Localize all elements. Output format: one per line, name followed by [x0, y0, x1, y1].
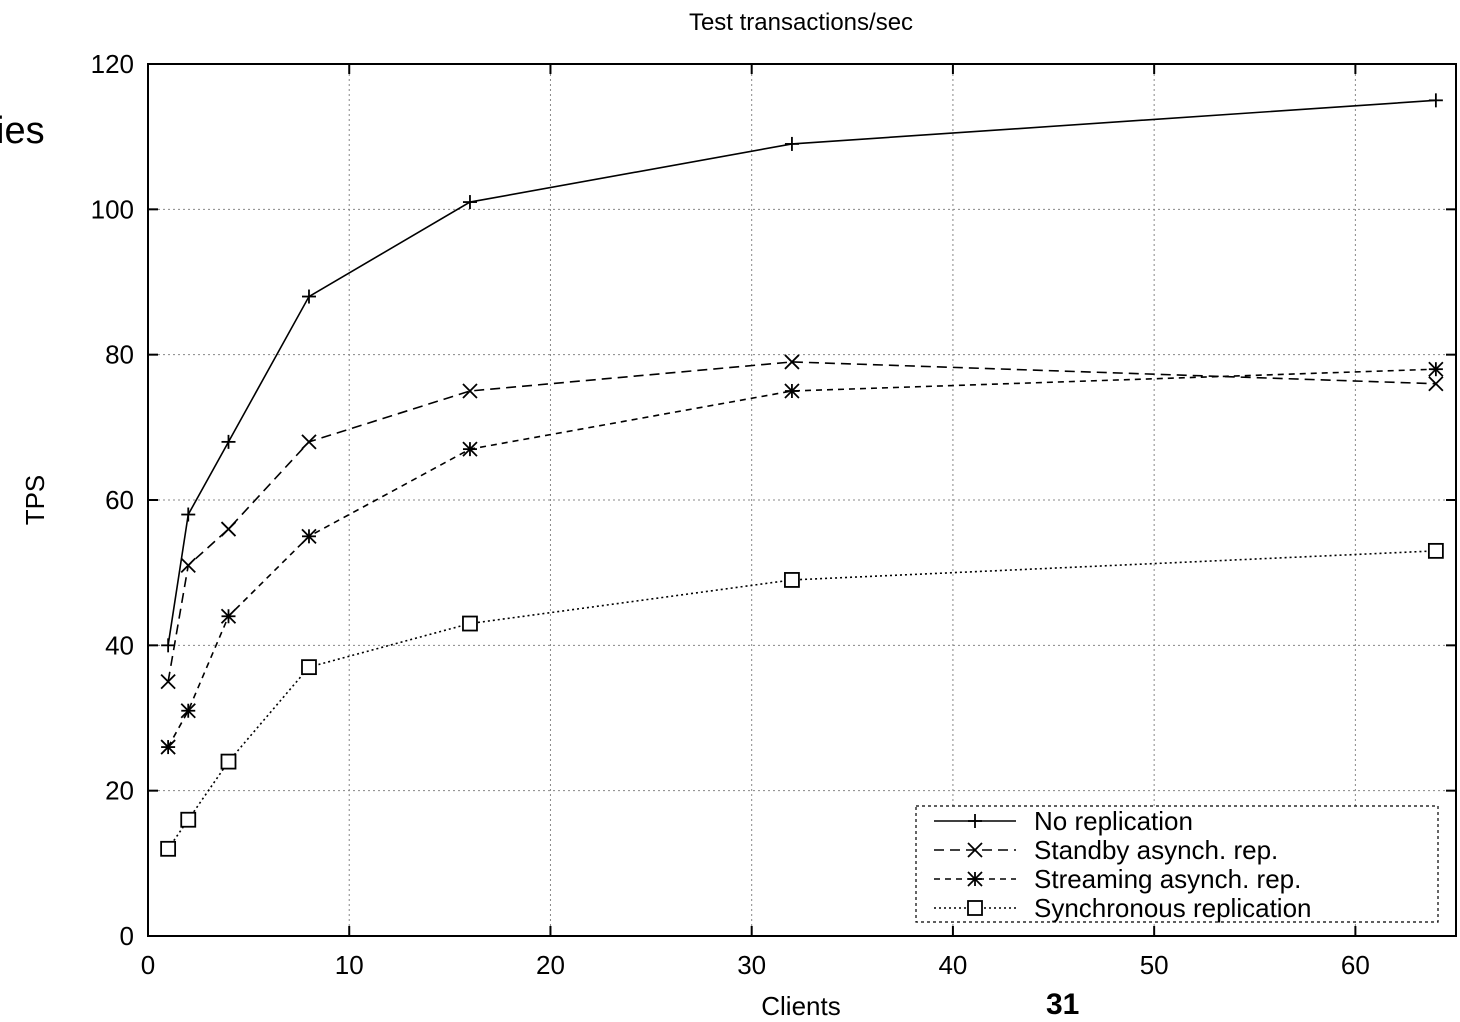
data-point: [784, 572, 800, 588]
data-point: [301, 659, 317, 676]
x-tick-label: 20: [536, 950, 565, 980]
series-4: [160, 542, 1444, 857]
y-tick-label: 0: [120, 921, 134, 951]
data-point: [462, 383, 478, 399]
data-point: [220, 521, 237, 537]
slide-text-fragment: ies: [0, 110, 45, 152]
data-point: [180, 557, 196, 574]
legend-box: [915, 805, 1439, 923]
data-point: [462, 195, 477, 210]
data-point: [301, 289, 316, 304]
x-tick-label: 10: [335, 950, 364, 980]
data-point: [301, 434, 317, 450]
series-line: [167, 550, 1436, 850]
legend-label: Synchronous replication: [1034, 893, 1312, 923]
data-point: [1428, 376, 1444, 392]
data-point: [220, 753, 237, 770]
y-tick-label: 80: [105, 340, 134, 370]
series-1: [161, 93, 1443, 653]
series-line: [167, 361, 1436, 682]
y-axis-label: TPS: [20, 475, 50, 526]
series-3: [160, 361, 1444, 755]
legend-marker: [967, 871, 983, 887]
data-point: [160, 674, 176, 690]
chart-title: Test transactions/sec: [689, 9, 913, 36]
data-point: [221, 434, 236, 449]
data-point: [1427, 542, 1444, 559]
data-point: [181, 507, 196, 522]
data-point: [784, 136, 799, 151]
data-point: [220, 608, 237, 624]
grid-lines: [148, 64, 1456, 936]
x-axis-label: Clients: [761, 991, 840, 1021]
x-tick-label: 40: [938, 950, 967, 980]
legend-marker: [967, 900, 983, 916]
data-point: [784, 383, 800, 399]
data-point: [180, 811, 197, 828]
data-point: [1428, 361, 1444, 377]
data-point: [160, 739, 176, 755]
x-tick-label: 60: [1341, 950, 1370, 980]
y-tick-label: 40: [105, 630, 134, 660]
y-tick-label: 120: [91, 49, 134, 79]
legend-item: Streaming asynch. rep.: [934, 864, 1301, 894]
legend-label: Standby asynch. rep.: [1034, 835, 1278, 865]
data-point: [1428, 93, 1443, 108]
legend-marker: [967, 842, 983, 858]
axis-ticks: 0 10 20 30 40 50 60 0 20 40 60 80 100 120: [91, 49, 1456, 980]
data-point: [301, 528, 317, 544]
data-point: [160, 840, 177, 857]
data-point: [784, 354, 800, 370]
data-point: [462, 441, 478, 457]
y-tick-label: 100: [91, 194, 134, 224]
x-tick-label: 30: [737, 950, 766, 980]
page-number: 31: [1046, 988, 1080, 1021]
data-point: [462, 615, 478, 632]
y-tick-label: 20: [105, 776, 134, 806]
legend-item: Synchronous replication: [934, 893, 1312, 923]
legend-item: No replication: [934, 806, 1193, 836]
data-point: [161, 638, 176, 653]
series-lines: [160, 93, 1444, 857]
x-tick-label: 50: [1140, 950, 1169, 980]
y-tick-label: 60: [105, 485, 134, 515]
legend-marker: [968, 814, 982, 828]
legend-label: No replication: [1034, 806, 1193, 836]
series-line: [167, 99, 1436, 646]
legend-item: Standby asynch. rep.: [934, 835, 1278, 865]
x-tick-label: 0: [141, 950, 155, 980]
data-point: [180, 703, 196, 719]
series-2: [160, 354, 1444, 690]
legend-label: Streaming asynch. rep.: [1034, 864, 1301, 894]
